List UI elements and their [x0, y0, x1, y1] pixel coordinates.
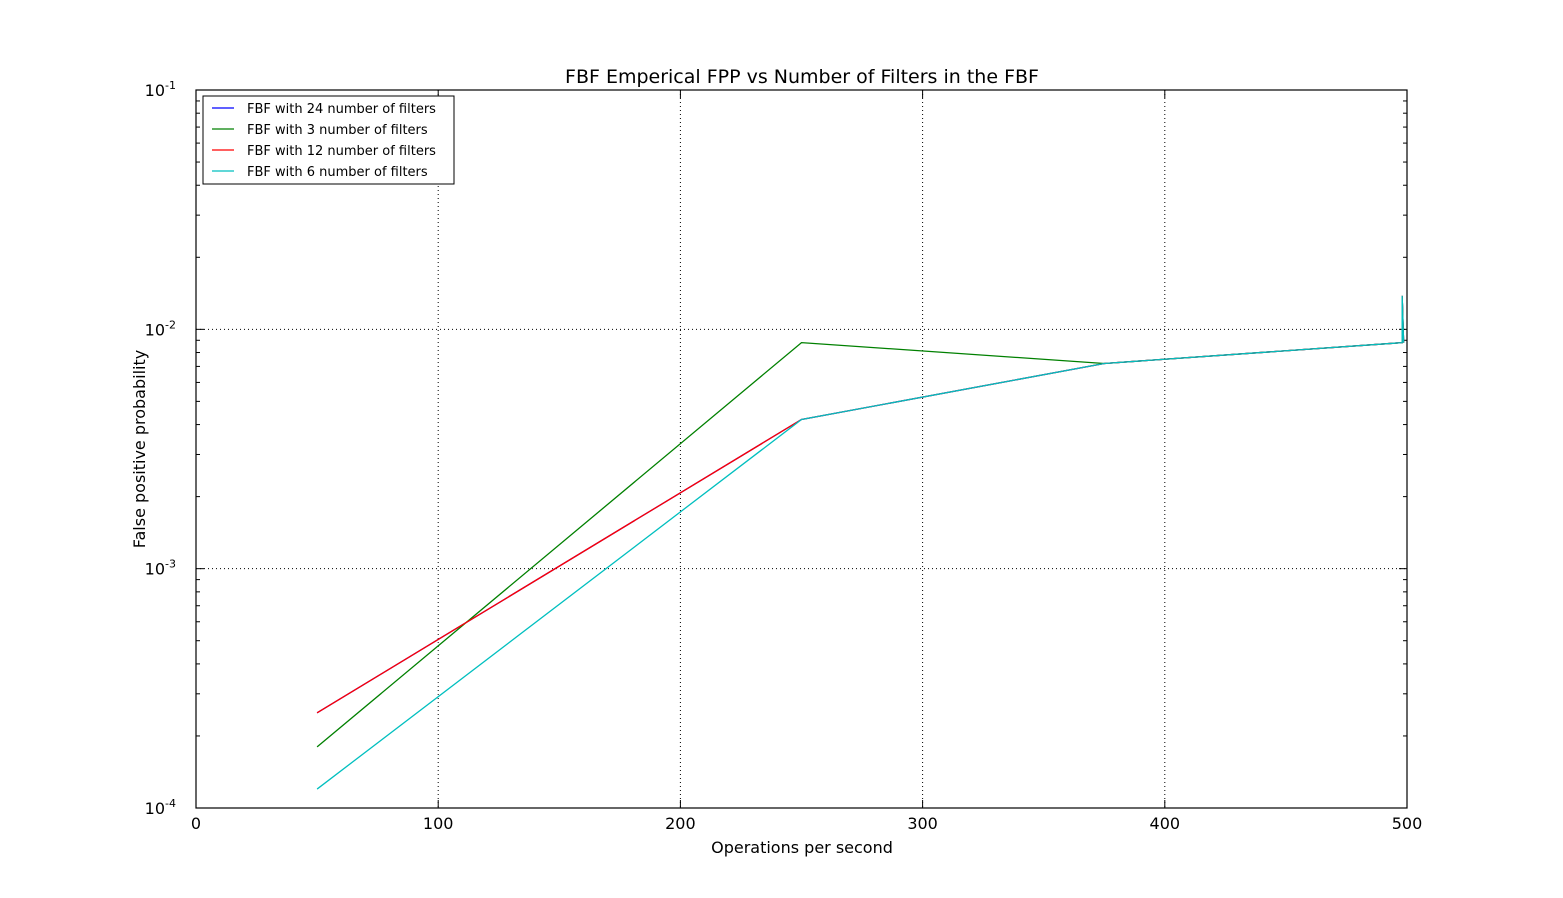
legend-label-3: FBF with 12 number of filters — [247, 144, 436, 159]
y-tick-labels: 10-1 10-2 10-3 10-4 — [145, 79, 176, 818]
series-line-3 — [316, 295, 1405, 714]
plot-area-frame — [195, 89, 1408, 809]
x-tick-label: 400 — [1150, 814, 1181, 833]
legend: FBF with 24 number of filters FBF with 3 … — [202, 95, 455, 185]
series-line-2 — [316, 295, 1405, 748]
legend-box — [202, 95, 455, 185]
legend-label-2: FBF with 3 number of filters — [247, 123, 428, 138]
grid-lines — [196, 90, 1407, 808]
series-line-4 — [316, 295, 1405, 790]
legend-label-4: FBF with 6 number of filters — [247, 165, 428, 180]
x-tick-label: 200 — [665, 814, 696, 833]
y-axis-label: False positive probability — [130, 350, 149, 548]
legend-label-1: FBF with 24 number of filters — [247, 102, 436, 117]
axis-ticks — [195, 89, 1408, 809]
series-lines — [316, 295, 1405, 790]
chart-title: FBF Emperical FPP vs Number of Filters i… — [565, 66, 1039, 88]
x-axis-label: Operations per second — [711, 838, 893, 857]
x-tick-label: 100 — [423, 814, 454, 833]
y-tick-label: 10-2 — [145, 318, 176, 339]
y-tick-label: 10-4 — [145, 797, 176, 818]
x-tick-label: 500 — [1392, 814, 1423, 833]
y-tick-label: 10-1 — [145, 79, 176, 100]
y-tick-label: 10-3 — [145, 558, 176, 579]
x-tick-label: 300 — [907, 814, 938, 833]
series-line-1 — [316, 295, 1405, 714]
x-tick-label: 0 — [191, 814, 201, 833]
x-tick-labels: 0 100 200 300 400 500 — [191, 814, 1422, 833]
